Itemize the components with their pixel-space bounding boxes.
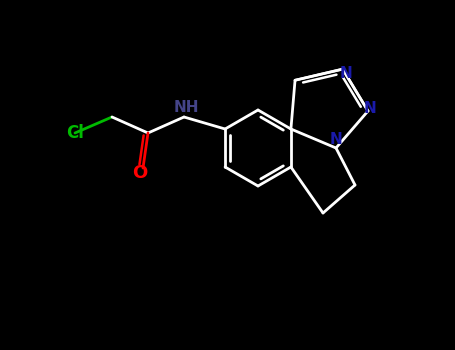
Text: O: O [132,164,147,182]
Text: N: N [339,65,352,80]
Text: N: N [329,133,342,147]
Text: NH: NH [173,99,199,114]
Text: Cl: Cl [66,124,84,142]
Text: N: N [364,102,376,117]
